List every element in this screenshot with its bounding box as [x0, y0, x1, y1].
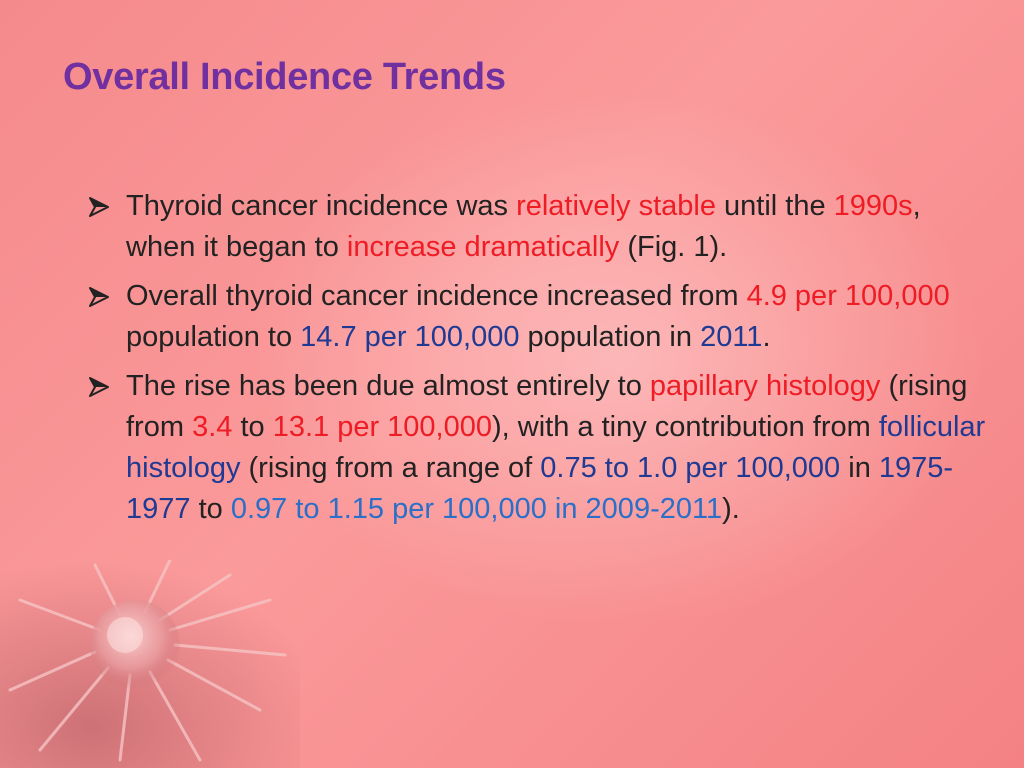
highlight-text: 1975-1977	[126, 452, 954, 525]
arrowhead-bullet-icon	[88, 276, 126, 313]
highlight-text: relatively stable	[516, 190, 716, 222]
highlight-text: 3.4	[192, 411, 233, 443]
bullet-segment: ), with a tiny contribution from	[492, 411, 879, 443]
highlight-text: 4.9 per 100,000	[746, 280, 950, 312]
bullet-text: Overall thyroid cancer incidence increas…	[126, 276, 988, 358]
bullet-segment: .	[762, 321, 771, 353]
cancer-cell-icon	[0, 560, 300, 768]
highlight-text: increase dramatically	[346, 231, 620, 263]
bullet-item: The rise has been due almost entirely to…	[88, 366, 988, 530]
highlight-text: 0.97 to 1.15 per 100,000 in 2009-2011	[230, 493, 723, 525]
arrowhead-bullet-icon	[88, 366, 126, 403]
bullet-item: Thyroid cancer incidence was relatively …	[88, 186, 988, 268]
highlight-text: 2011	[700, 321, 763, 353]
bullet-segment: population in	[519, 321, 701, 353]
bullet-segment: ).	[722, 493, 740, 525]
highlight-text: 0.75 to 1.0 per 100,000	[540, 452, 841, 484]
bullet-segment: (rising from a range of	[240, 452, 541, 484]
bullet-segment: until the	[715, 190, 834, 222]
bullet-segment: to	[232, 411, 273, 443]
highlight-text: 13.1 per 100,000	[272, 411, 493, 443]
highlight-text: 14.7 per 100,000	[300, 321, 520, 353]
bullet-segment: Thyroid cancer incidence was	[126, 190, 517, 222]
slide-title: Overall Incidence Trends	[63, 56, 506, 98]
bullet-segment: (Fig. 1).	[619, 231, 728, 263]
bullet-segment: (rising from	[126, 370, 968, 443]
bullet-segment: Overall thyroid cancer incidence increas…	[126, 280, 747, 312]
bullet-segment: , when it began to	[126, 190, 921, 263]
highlight-text: 1990s	[833, 190, 913, 222]
bullet-item: Overall thyroid cancer incidence increas…	[88, 276, 988, 358]
bullet-text: The rise has been due almost entirely to…	[126, 366, 988, 530]
bullet-text: Thyroid cancer incidence was relatively …	[126, 186, 988, 268]
highlight-text: follicular histology	[126, 411, 986, 484]
bullet-segment: in	[840, 452, 879, 484]
bullet-segment: population to	[126, 321, 301, 353]
arrowhead-bullet-icon	[88, 186, 126, 223]
bullet-list: Thyroid cancer incidence was relatively …	[88, 186, 988, 538]
bullet-segment: The rise has been due almost entirely to	[126, 370, 650, 402]
bullet-segment: to	[190, 493, 231, 525]
highlight-text: papillary histology	[649, 370, 881, 402]
